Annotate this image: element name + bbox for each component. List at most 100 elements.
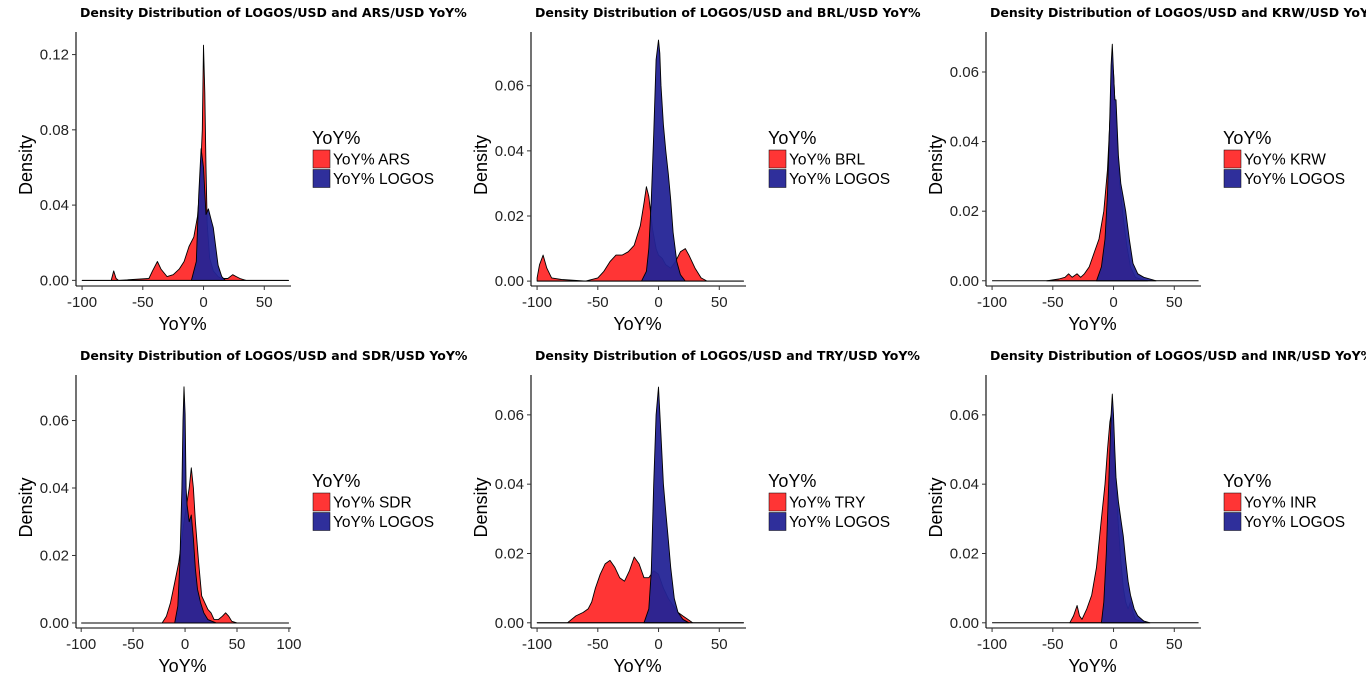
chart-panel-5: Density Distribution of LOGOS/USD and TR… bbox=[471, 348, 920, 676]
chart-title: Density Distribution of LOGOS/USD and TR… bbox=[535, 348, 920, 363]
y-tick-label: 0.00 bbox=[495, 615, 524, 632]
legend: YoY% YoY% ARS YoY% LOGOS bbox=[312, 128, 434, 188]
x-tick-label: -100 bbox=[977, 294, 1007, 311]
y-axis-title: Density bbox=[926, 477, 946, 537]
x-tick-label: 50 bbox=[711, 636, 728, 653]
density-area-logos bbox=[641, 39, 686, 282]
y-tick-label: 0.04 bbox=[950, 134, 979, 151]
x-tick-label: -100 bbox=[67, 294, 97, 311]
x-tick-label: -100 bbox=[522, 294, 552, 311]
x-axis-title: YoY% bbox=[158, 656, 206, 676]
y-tick-label: 0.04 bbox=[495, 476, 524, 493]
x-tick-label: -50 bbox=[122, 636, 144, 653]
legend-title: YoY% bbox=[312, 128, 360, 148]
x-tick-label: -100 bbox=[977, 636, 1007, 653]
chart-panel-4: Density Distribution of LOGOS/USD and SD… bbox=[16, 348, 468, 676]
y-tick-label: 0.00 bbox=[40, 272, 69, 289]
legend-label: YoY% LOGOS bbox=[789, 514, 890, 531]
y-tick-label: 0.06 bbox=[495, 407, 524, 424]
legend-label: YoY% LOGOS bbox=[1244, 514, 1345, 531]
y-tick-label: 0.02 bbox=[495, 208, 524, 225]
density-area-fx bbox=[1046, 64, 1149, 282]
y-axis-title: Density bbox=[926, 135, 946, 195]
chart-title: Density Distribution of LOGOS/USD and KR… bbox=[990, 5, 1366, 20]
x-axis-title: YoY% bbox=[613, 314, 661, 334]
chart-title: Density Distribution of LOGOS/USD and BR… bbox=[535, 5, 921, 20]
y-axis-title: Density bbox=[471, 477, 491, 537]
chart-title: Density Distribution of LOGOS/USD and AR… bbox=[80, 5, 467, 20]
legend-key bbox=[768, 149, 787, 169]
y-tick-label: 0.04 bbox=[950, 476, 979, 493]
density-area-logos bbox=[1096, 43, 1157, 282]
x-tick-label: 0 bbox=[1109, 636, 1117, 653]
y-tick-label: 0.00 bbox=[950, 615, 979, 632]
legend-key bbox=[1223, 512, 1242, 531]
y-tick-label: 0.06 bbox=[950, 64, 979, 81]
chart-panel-3: Density Distribution of LOGOS/USD and KR… bbox=[926, 5, 1366, 334]
y-tick-label: 0.00 bbox=[40, 615, 69, 632]
x-axis-title: YoY% bbox=[158, 314, 206, 334]
legend-key bbox=[1223, 149, 1242, 169]
legend: YoY% YoY% BRL YoY% LOGOS bbox=[768, 128, 890, 188]
legend-label: YoY% BRL bbox=[789, 152, 865, 169]
legend-key bbox=[768, 169, 787, 188]
density-area-fx bbox=[81, 44, 290, 281]
legend-title: YoY% bbox=[1223, 128, 1271, 148]
y-tick-label: 0.12 bbox=[40, 47, 69, 64]
legend-label: YoY% TRY bbox=[789, 495, 865, 512]
x-axis-title: YoY% bbox=[613, 656, 661, 676]
density-area-logos bbox=[643, 386, 690, 624]
legend-key bbox=[312, 169, 331, 188]
legend-key bbox=[1223, 169, 1242, 188]
legend-key bbox=[312, 512, 331, 531]
legend: YoY% YoY% SDR YoY% LOGOS bbox=[312, 471, 434, 531]
legend-label: YoY% LOGOS bbox=[333, 171, 434, 188]
legend: YoY% YoY% INR YoY% LOGOS bbox=[1223, 471, 1345, 531]
x-tick-label: 100 bbox=[276, 636, 301, 653]
x-tick-label: -50 bbox=[587, 636, 609, 653]
legend-key bbox=[768, 512, 787, 531]
x-axis-title: YoY% bbox=[1068, 314, 1116, 334]
legend-title: YoY% bbox=[768, 128, 816, 148]
legend-label: YoY% LOGOS bbox=[789, 171, 890, 188]
x-tick-label: -100 bbox=[522, 636, 552, 653]
x-tick-label: -50 bbox=[132, 294, 154, 311]
legend-label: YoY% INR bbox=[1244, 495, 1317, 512]
y-tick-label: 0.08 bbox=[40, 122, 69, 139]
legend-title: YoY% bbox=[1223, 471, 1271, 491]
chart-panel-1: Density Distribution of LOGOS/USD and AR… bbox=[16, 5, 467, 334]
legend: YoY% YoY% KRW YoY% LOGOS bbox=[1223, 128, 1345, 188]
legend-label: YoY% LOGOS bbox=[333, 514, 434, 531]
x-tick-label: 0 bbox=[199, 294, 207, 311]
density-area-logos bbox=[190, 148, 226, 281]
legend-label: YoY% SDR bbox=[333, 495, 412, 512]
chart-title: Density Distribution of LOGOS/USD and IN… bbox=[990, 348, 1366, 363]
y-tick-label: 0.04 bbox=[495, 143, 524, 160]
legend-label: YoY% LOGOS bbox=[1244, 171, 1345, 188]
x-tick-label: 50 bbox=[711, 294, 728, 311]
y-tick-label: 0.06 bbox=[495, 78, 524, 95]
x-tick-label: 0 bbox=[1109, 294, 1117, 311]
density-area-fx bbox=[536, 186, 745, 282]
legend: YoY% YoY% TRY YoY% LOGOS bbox=[768, 471, 890, 531]
x-tick-label: 50 bbox=[1166, 636, 1183, 653]
x-tick-label: 50 bbox=[256, 294, 273, 311]
chart-panel-2: Density Distribution of LOGOS/USD and BR… bbox=[471, 5, 921, 334]
y-tick-label: 0.02 bbox=[950, 203, 979, 220]
legend-key bbox=[312, 149, 331, 169]
legend-title: YoY% bbox=[768, 471, 816, 491]
density-area-logos bbox=[1100, 393, 1151, 624]
y-tick-label: 0.02 bbox=[40, 547, 69, 564]
chart-title: Density Distribution of LOGOS/USD and SD… bbox=[80, 348, 468, 363]
legend-title: YoY% bbox=[312, 471, 360, 491]
y-axis-title: Density bbox=[16, 477, 36, 537]
y-tick-label: 0.06 bbox=[950, 407, 979, 424]
y-tick-label: 0.00 bbox=[495, 273, 524, 290]
y-tick-label: 0.02 bbox=[950, 545, 979, 562]
x-tick-label: 50 bbox=[1166, 294, 1183, 311]
legend-key bbox=[312, 492, 331, 512]
chart-panel-6: Density Distribution of LOGOS/USD and IN… bbox=[926, 348, 1366, 676]
x-tick-label: 0 bbox=[654, 636, 662, 653]
y-tick-label: 0.00 bbox=[950, 273, 979, 290]
y-axis-title: Density bbox=[471, 135, 491, 195]
